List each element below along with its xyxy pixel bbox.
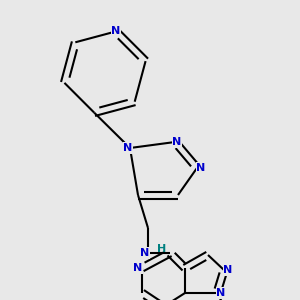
Text: N: N — [224, 265, 232, 275]
Text: N: N — [140, 248, 150, 258]
Text: H: H — [158, 244, 166, 254]
Text: N: N — [134, 263, 142, 273]
Text: N: N — [196, 163, 206, 173]
Text: N: N — [172, 137, 182, 147]
Text: N: N — [111, 26, 121, 36]
Text: N: N — [123, 143, 133, 153]
Text: N: N — [216, 288, 226, 298]
